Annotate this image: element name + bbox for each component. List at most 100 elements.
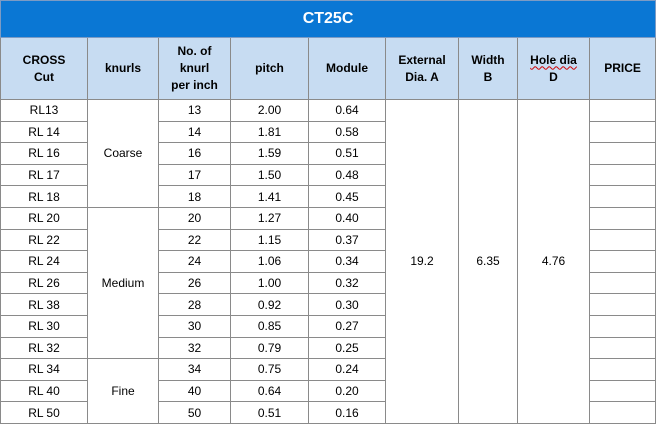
cell-cross-cut: RL 32 xyxy=(0,336,88,360)
cell-module: 0.27 xyxy=(308,314,386,338)
table-row: RL 14 14 1.81 0.58 xyxy=(0,120,656,144)
cell-cross-cut: RL 16 xyxy=(0,142,88,165)
cell-price xyxy=(588,314,656,338)
cell-cross-cut: RL 26 xyxy=(0,271,88,295)
table-row: RL 18 18 1.41 0.45 xyxy=(0,185,656,208)
cell-cross-cut: RL 50 xyxy=(0,401,88,424)
cell-cross-cut: RL 40 xyxy=(0,379,88,403)
cell-knurls-per-inch: 30 xyxy=(158,314,231,338)
cell-pitch: 1.41 xyxy=(230,185,309,208)
cell-module: 0.34 xyxy=(308,250,386,273)
cell-price xyxy=(588,206,656,230)
table-row: RL 20 Medium 20 1.27 0.40 xyxy=(0,206,656,360)
cell-knurls-per-inch: 18 xyxy=(158,185,231,208)
cell-price xyxy=(588,185,656,208)
cell-knurls-per-inch: 22 xyxy=(158,228,231,252)
header-row: CROSS Cut knurls No. of knurl per inch pitc… xyxy=(0,37,656,100)
cell-module: 0.58 xyxy=(308,120,386,144)
table-row: RL 17 17 1.50 0.48 xyxy=(0,163,656,187)
cell-pitch: 0.85 xyxy=(230,314,309,338)
cell-knurls-per-inch: 28 xyxy=(158,293,231,316)
cell-price xyxy=(588,142,656,165)
cell-pitch: 1.06 xyxy=(230,250,309,273)
cell-module: 0.30 xyxy=(308,293,386,316)
cell-external-dia: 19.2 xyxy=(385,99,459,424)
cell-module: 0.24 xyxy=(308,358,386,381)
cell-module: 0.45 xyxy=(308,185,386,208)
cell-module: 0.16 xyxy=(308,401,386,424)
cell-module: 0.37 xyxy=(308,228,386,252)
table-row: RL 22 22 1.15 0.37 xyxy=(0,228,656,252)
cell-pitch: 0.75 xyxy=(230,358,309,381)
table-row: RL 34 Fine 34 0.75 0.24 xyxy=(0,358,656,424)
cell-cross-cut: RL 38 xyxy=(0,293,88,316)
cell-pitch: 1.27 xyxy=(230,206,309,230)
cell-price xyxy=(588,401,656,424)
table-row: RL 26 26 1.00 0.32 xyxy=(0,271,656,295)
cell-knurl-group: Coarse xyxy=(87,99,159,208)
cell-knurls-per-inch: 24 xyxy=(158,250,231,273)
cell-pitch: 0.64 xyxy=(230,379,309,403)
cell-hole-dia: 4.76 xyxy=(517,99,590,424)
cell-cross-cut: RL 24 xyxy=(0,250,88,273)
table-row: RL 16 16 1.59 0.51 xyxy=(0,142,656,165)
cell-pitch: 1.00 xyxy=(230,271,309,295)
cell-price xyxy=(588,379,656,403)
cell-knurls-per-inch: 32 xyxy=(158,336,231,360)
cell-pitch: 0.79 xyxy=(230,336,309,360)
cell-pitch: 2.00 xyxy=(230,99,309,122)
cell-pitch: 1.59 xyxy=(230,142,309,165)
cell-module: 0.32 xyxy=(308,271,386,295)
cell-price xyxy=(588,271,656,295)
cell-knurls-per-inch: 50 xyxy=(158,401,231,424)
header-module: Module xyxy=(308,37,386,100)
cell-module: 0.51 xyxy=(308,142,386,165)
cell-price xyxy=(588,358,656,381)
cell-knurl-group: Fine xyxy=(87,358,159,424)
cell-price xyxy=(588,120,656,144)
cell-module: 0.20 xyxy=(308,379,386,403)
table-row: RL 50 50 0.51 0.16 xyxy=(0,401,656,424)
header-knurls: knurls xyxy=(87,37,159,100)
cell-cross-cut: RL 30 xyxy=(0,314,88,338)
header-external-dia: External Dia. A xyxy=(385,37,459,100)
cell-module: 0.25 xyxy=(308,336,386,360)
cell-knurls-per-inch: 26 xyxy=(158,271,231,295)
cell-price xyxy=(588,163,656,187)
cell-pitch: 0.92 xyxy=(230,293,309,316)
cell-pitch: 0.51 xyxy=(230,401,309,424)
cell-knurls-per-inch: 14 xyxy=(158,120,231,144)
table-row: RL 24 24 1.06 0.34 xyxy=(0,250,656,273)
cell-width: 6.35 xyxy=(458,99,518,424)
cell-cross-cut: RL 20 xyxy=(0,206,88,230)
header-price: PRICE xyxy=(588,37,656,100)
cell-module: 0.40 xyxy=(308,206,386,230)
cell-price xyxy=(588,293,656,316)
header-hole-dia: Hole dia D xyxy=(517,37,590,100)
cell-knurls-per-inch: 20 xyxy=(158,206,231,230)
cell-cross-cut: RL 14 xyxy=(0,120,88,144)
cell-cross-cut: RL 17 xyxy=(0,163,88,187)
cell-knurls-per-inch: 40 xyxy=(158,379,231,403)
cell-knurls-per-inch: 34 xyxy=(158,358,231,381)
header-cross-cut: CROSS Cut xyxy=(0,37,88,100)
table-row: RL13 Coarse 13 2.00 0.64 19.2 6.35 4.76 xyxy=(0,99,656,424)
header-knurl-per-inch: No. of knurl per inch xyxy=(158,37,231,100)
cell-cross-cut: RL 22 xyxy=(0,228,88,252)
cell-knurls-per-inch: 17 xyxy=(158,163,231,187)
header-pitch: pitch xyxy=(230,37,309,100)
cell-price xyxy=(588,99,656,122)
cell-price xyxy=(588,336,656,360)
cell-knurls-per-inch: 13 xyxy=(158,99,231,122)
cell-price xyxy=(588,228,656,252)
cell-pitch: 1.15 xyxy=(230,228,309,252)
table-row: RL 38 28 0.92 0.30 xyxy=(0,293,656,316)
cell-knurls-per-inch: 16 xyxy=(158,142,231,165)
cell-cross-cut: RL 18 xyxy=(0,185,88,208)
header-width: Width B xyxy=(458,37,518,100)
cell-cross-cut: RL13 xyxy=(0,99,88,122)
cell-cross-cut: RL 34 xyxy=(0,358,88,381)
cell-pitch: 1.81 xyxy=(230,120,309,144)
